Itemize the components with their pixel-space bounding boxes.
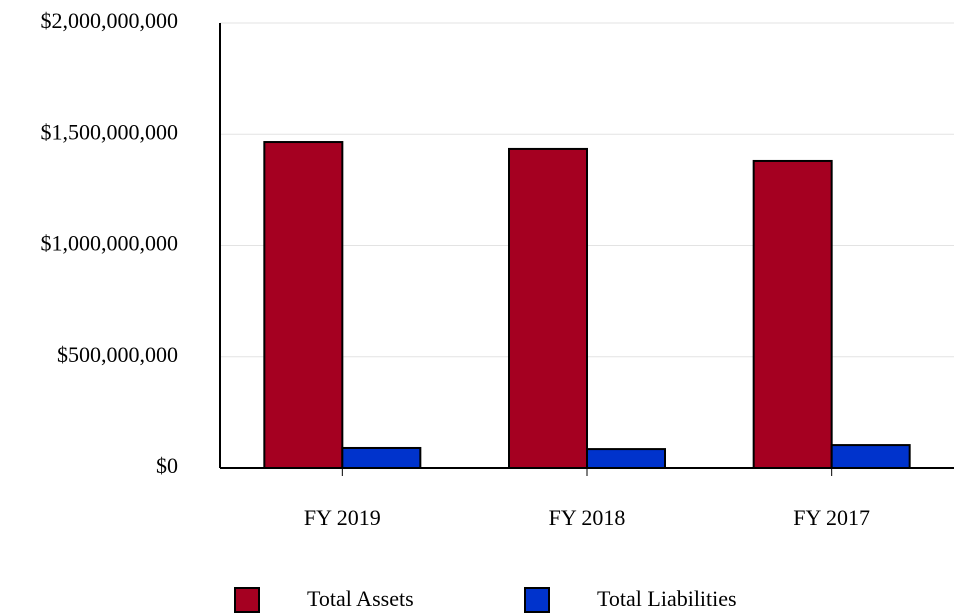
legend-label: Total Liabilities	[597, 586, 737, 611]
y-tick-label: $500,000,000	[57, 342, 178, 367]
bar	[830, 444, 911, 469]
x-tick-label: FY 2019	[304, 505, 381, 530]
legend-swatch	[524, 587, 550, 613]
bar	[263, 141, 344, 469]
y-tick-label: $0	[156, 453, 178, 478]
bar	[752, 159, 833, 469]
bar	[341, 446, 422, 470]
bar	[508, 147, 588, 469]
y-tick-label: $1,000,000,000	[41, 231, 179, 256]
y-tick-label: $1,500,000,000	[41, 119, 179, 144]
legend-label: Total Assets	[307, 586, 414, 611]
y-tick-label: $2,000,000,000	[41, 8, 179, 33]
x-tick-label: FY 2018	[549, 505, 626, 530]
x-tick-label: FY 2017	[793, 505, 870, 530]
bar	[586, 448, 666, 469]
legend-swatch	[234, 587, 260, 613]
